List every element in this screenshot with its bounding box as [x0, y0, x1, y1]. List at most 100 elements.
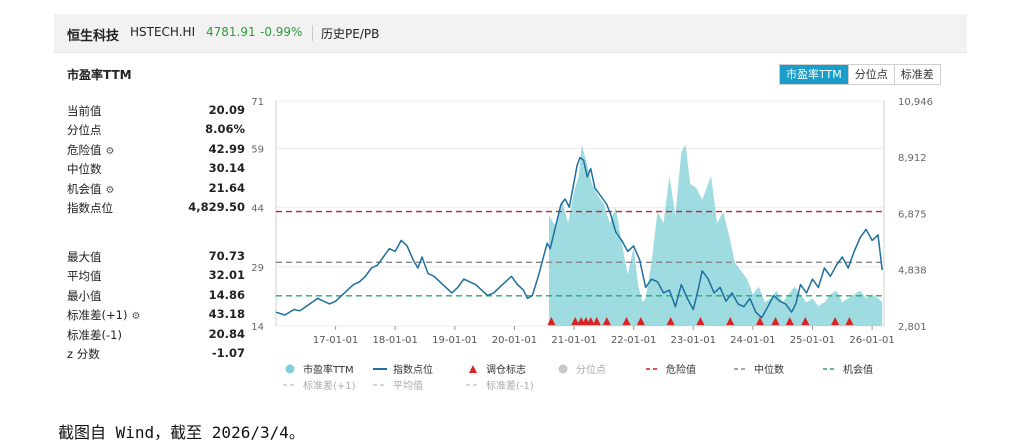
legend-label[interactable]: 市盈率TTM: [303, 363, 354, 376]
stat-label: 指数点位: [67, 200, 113, 215]
stat-value: -1.07: [211, 345, 245, 360]
metric-tabs: 市盈率TTM 分位点 标准差: [779, 64, 941, 85]
rebalance-marker: [771, 317, 780, 325]
legend-label[interactable]: 标准差(+1): [303, 379, 356, 392]
legend-label[interactable]: 指数点位: [393, 363, 433, 376]
index-name: 恒生科技: [67, 29, 120, 44]
settings-gear-icon[interactable]: ⚙: [131, 311, 141, 323]
y-right-tick-label: 2,801: [898, 322, 927, 333]
stat-value: 20.84: [208, 326, 245, 341]
stat-row: 最小值 14.86: [67, 288, 245, 307]
rebalance-marker: [785, 317, 794, 325]
legend-label[interactable]: 分位点: [576, 363, 606, 376]
index-price: 4781.91: [206, 25, 256, 39]
stat-label: 最大值: [67, 250, 102, 264]
y-left-tick-label: 71: [251, 97, 264, 108]
stat-value: 20.09: [208, 103, 245, 117]
y-right-tick-label: 8,912: [898, 153, 927, 164]
stat-label: z 分数: [67, 346, 100, 361]
stat-row: 机会值 ⚙ 21.64: [67, 181, 245, 200]
index-code: HSTECH.HI: [130, 25, 196, 39]
stat-label: 分位点: [67, 123, 102, 138]
legend-label[interactable]: 机会值: [843, 363, 873, 376]
legend-dot-icon: [285, 364, 295, 374]
rebalance-marker: [636, 317, 645, 325]
legend-label[interactable]: 调仓标志: [486, 363, 526, 376]
x-tick-label: 17-01-01: [313, 335, 358, 346]
stat-value: 8.06%: [205, 122, 245, 137]
x-tick-label: 21-01-01: [551, 335, 596, 346]
stat-row: z 分数 -1.07: [67, 346, 245, 365]
tab-std-dev[interactable]: 标准差: [893, 65, 940, 84]
legend-triangle-icon: [469, 365, 477, 373]
rebalance-marker: [845, 317, 854, 325]
source-note: 截图自 Wind，截至 2026/3/4。: [58, 423, 305, 442]
metric-title: 市盈率TTM: [67, 68, 132, 82]
tab-pe-ttm[interactable]: 市盈率TTM: [780, 65, 848, 84]
stat-label: 中位数: [67, 162, 102, 177]
settings-gear-icon[interactable]: ⚙: [105, 184, 115, 196]
rebalance-marker: [831, 317, 840, 325]
stat-row: 最大值 70.73: [67, 249, 245, 268]
x-tick-label: 22-01-01: [611, 335, 656, 346]
rebalance-marker: [622, 317, 631, 325]
stat-row: 中位数 30.14: [67, 161, 245, 180]
x-tick-label: 18-01-01: [373, 335, 418, 346]
stat-label: 标准差(+1): [67, 308, 128, 323]
settings-gear-icon[interactable]: ⚙: [105, 145, 115, 157]
y-right-tick-label: 10,946: [898, 97, 933, 108]
index-header: 恒生科技 HSTECH.HI 4781.91 -0.99% 历史PE/PB: [54, 14, 967, 53]
rebalance-marker: [756, 317, 765, 325]
rebalance-marker: [547, 317, 556, 325]
rebalance-marker: [666, 317, 675, 325]
valuation-panel: 恒生科技 HSTECH.HI 4781.91 -0.99% 历史PE/PB 市盈…: [54, 14, 967, 400]
y-left-tick-label: 59: [251, 144, 264, 155]
rebalance-marker: [696, 317, 705, 325]
stat-row: 危险值 ⚙ 42.99: [67, 142, 245, 161]
rebalance-marker: [602, 317, 611, 325]
x-tick-label: 26-01-01: [849, 335, 894, 346]
rebalance-marker: [726, 317, 735, 325]
stats-bottom: 最大值 70.73 平均值 32.01 最小值 14.86 标准差(+1) ⚙ 43.18…: [67, 249, 245, 365]
stat-row: 平均值 32.01: [67, 268, 245, 287]
rebalance-marker: [592, 317, 601, 325]
x-tick-label: 20-01-01: [492, 335, 537, 346]
stat-value: 43.18: [208, 307, 245, 322]
series-index-line: [275, 156, 883, 319]
stat-value: 14.86: [208, 287, 245, 302]
stat-label: 平均值: [67, 269, 102, 284]
stat-value: 32.01: [208, 268, 245, 283]
index-change: -0.99%: [260, 25, 303, 39]
rebalance-marker: [586, 317, 595, 325]
rebalance-marker: [571, 317, 580, 325]
stat-row: 指数点位 4,829.50: [67, 200, 245, 219]
stat-label: 机会值: [67, 181, 102, 196]
stat-label: 当前值: [67, 104, 102, 118]
stats-top: 当前值 20.09 分位点 8.06% 危险值 ⚙ 42.99 中位数 30.14 机会值…: [67, 103, 245, 219]
legend-label[interactable]: 危险值: [666, 363, 696, 376]
x-tick-label: 24-01-01: [730, 335, 775, 346]
x-tick-label: 25-01-01: [790, 335, 835, 346]
rebalance-marker: [801, 317, 810, 325]
stat-value: 30.14: [208, 161, 245, 176]
legend-label[interactable]: 中位数: [754, 363, 784, 376]
stat-value: 70.73: [208, 249, 245, 263]
tab-percentile[interactable]: 分位点: [847, 65, 894, 84]
x-tick-label: 19-01-01: [432, 335, 477, 346]
y-right-tick-label: 6,875: [898, 209, 927, 220]
y-left-tick-label: 44: [251, 204, 264, 215]
stat-value: 4,829.50: [188, 199, 245, 214]
header-divider: [312, 25, 313, 41]
series-pe-ttm-area: [549, 144, 883, 326]
y-left-tick-label: 29: [251, 263, 264, 274]
legend-dot-icon: [558, 364, 568, 374]
legend-label[interactable]: 平均值: [393, 379, 423, 392]
legend-label[interactable]: 标准差(-1): [486, 379, 534, 392]
stat-value: 21.64: [208, 180, 245, 195]
history-pe-pb-link[interactable]: 历史PE/PB: [321, 27, 380, 41]
x-tick-label: 23-01-01: [671, 335, 716, 346]
stat-label: 标准差(-1): [67, 327, 122, 342]
stat-row: 标准差(-1) 20.84: [67, 327, 245, 346]
stat-row: 标准差(+1) ⚙ 43.18: [67, 307, 245, 326]
